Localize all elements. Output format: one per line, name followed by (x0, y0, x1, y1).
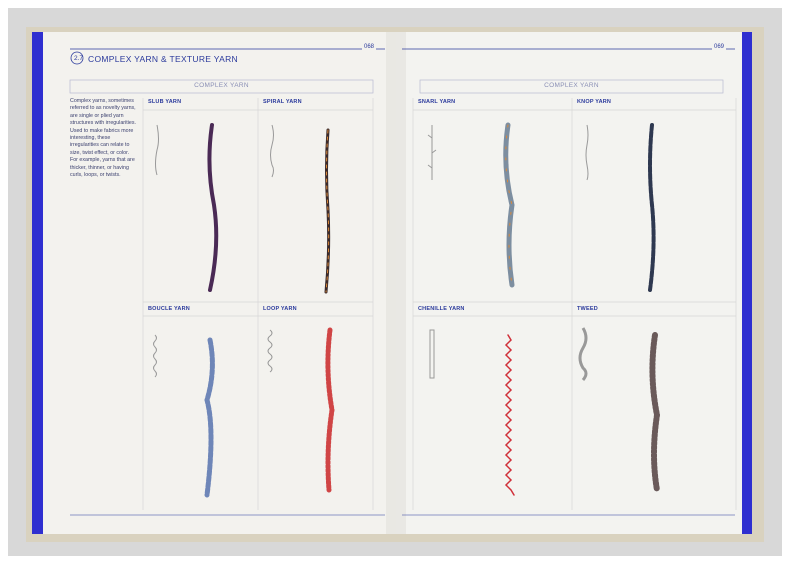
gutter (386, 32, 406, 534)
right-edge (740, 32, 752, 534)
section-badge (70, 51, 84, 65)
left-page (43, 32, 396, 534)
left-edge (32, 32, 44, 534)
grid (142, 98, 737, 510)
section-number: 2.7 (74, 55, 84, 62)
band-box (69, 79, 374, 94)
yarn-name: SNARL YARN (418, 99, 456, 105)
yarn-sketches (153, 124, 589, 381)
description: Complex yarns, sometimes referred to as … (70, 98, 136, 179)
section-title: COMPLEX YARN & TEXTURE YARN (88, 54, 238, 64)
yarn-name: TWEED (577, 306, 598, 312)
yarn-name: BOUCLE YARN (148, 306, 190, 312)
yarn-name: LOOP YARN (263, 306, 297, 312)
band-label: COMPLEX YARN (544, 82, 599, 89)
yarn-name: CHENILLE YARN (418, 306, 465, 312)
yarn-name: SLUB YARN (148, 99, 182, 105)
band-box (419, 79, 724, 94)
yarn-name: KNOP YARN (577, 99, 612, 105)
yarn-strands (204, 122, 661, 498)
band-label: COMPLEX YARN (194, 82, 249, 89)
yarn-name: SPIRAL YARN (263, 99, 302, 105)
page-number: 069 (712, 44, 727, 50)
right-page (396, 32, 742, 534)
page-number: 068 (362, 44, 377, 50)
